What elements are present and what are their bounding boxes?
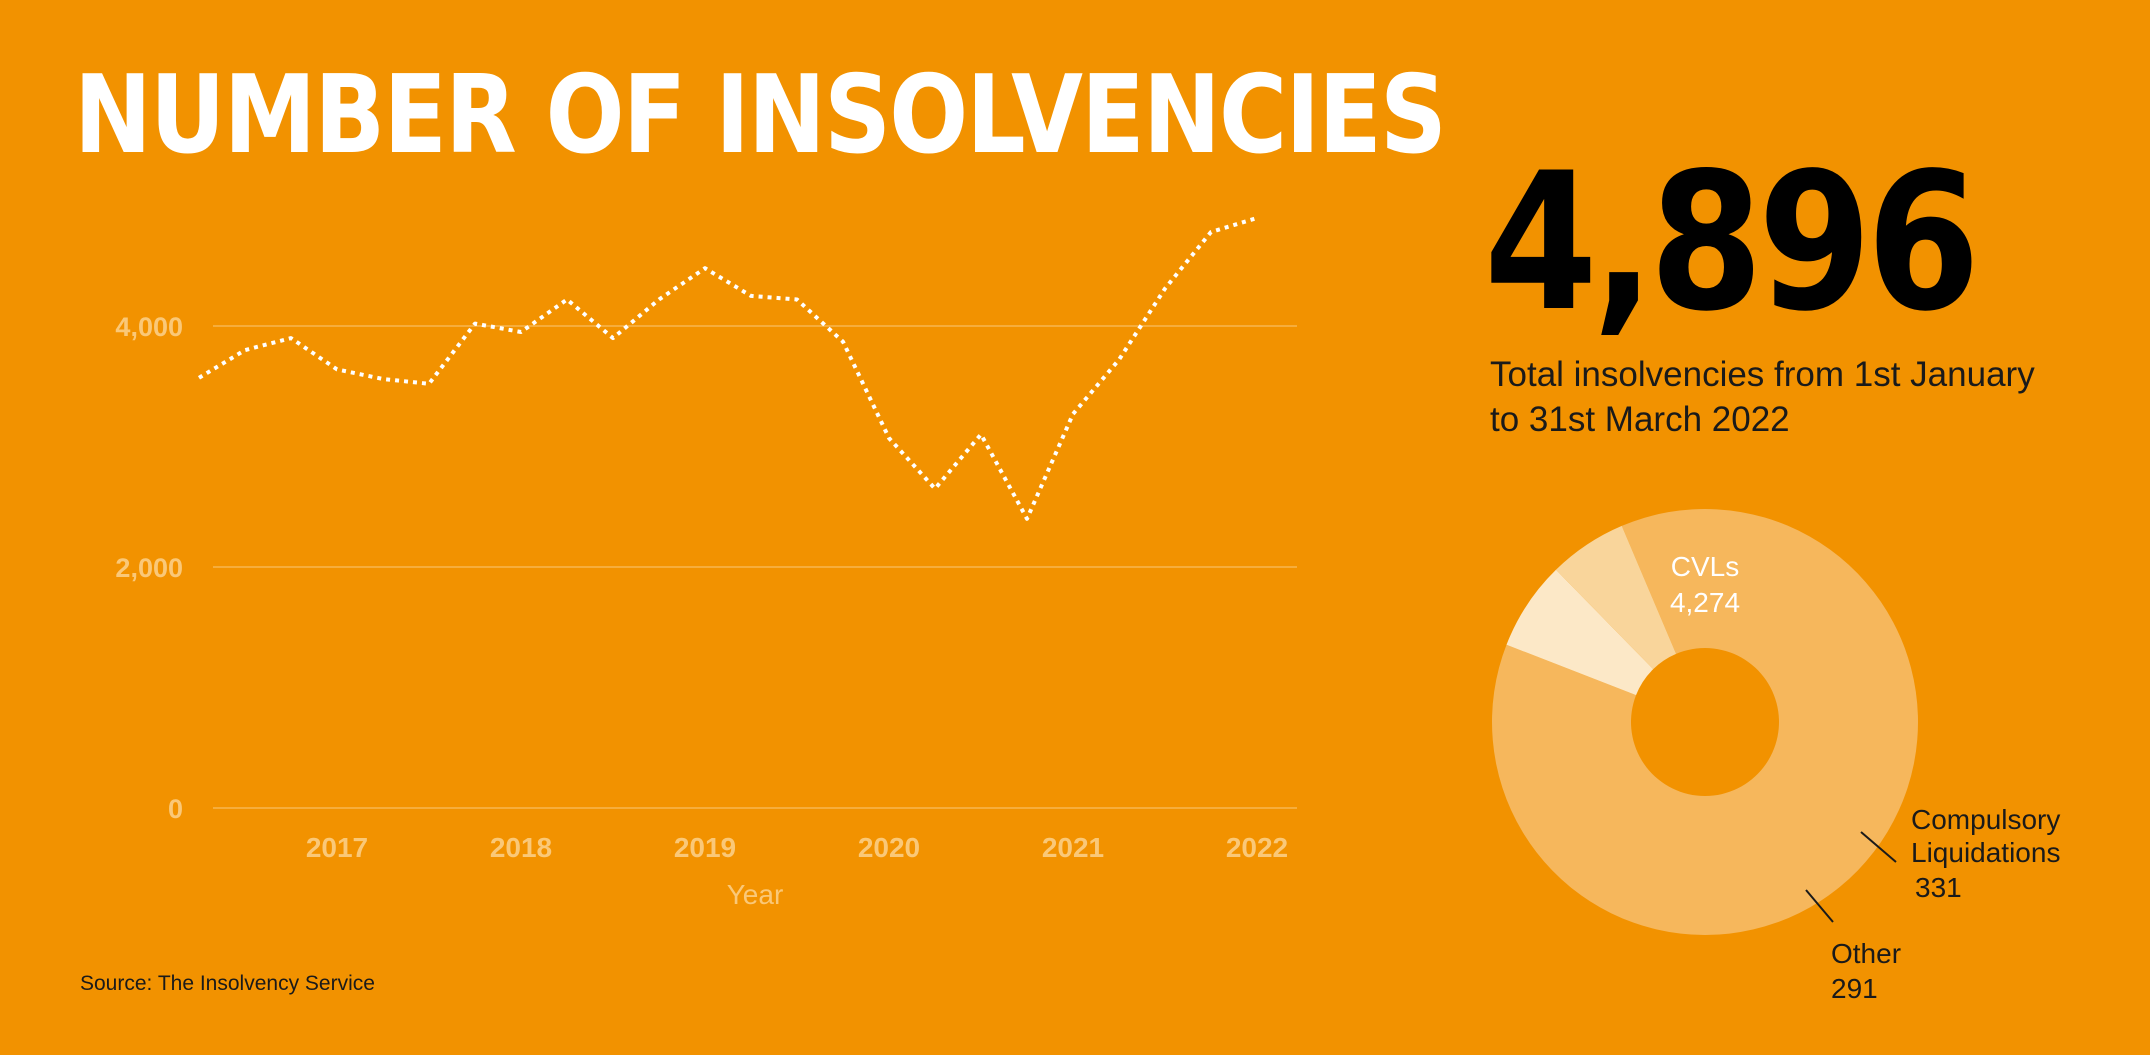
total-insolvencies-value: 4,896 bbox=[1484, 132, 1980, 353]
compulsory-label-line1: Compulsory bbox=[1911, 804, 2060, 835]
other-label: Other bbox=[1831, 938, 1901, 969]
x-tick-label: 2022 bbox=[1226, 832, 1288, 863]
compulsory-leader-line bbox=[1860, 831, 1897, 863]
x-tick-label: 2021 bbox=[1042, 832, 1104, 863]
other-leader-line bbox=[1805, 889, 1834, 923]
source-note: Source: The Insolvency Service bbox=[80, 972, 375, 995]
x-axis-label: Year bbox=[727, 879, 784, 910]
y-tick-label: 0 bbox=[168, 794, 183, 824]
caption-line-1: Total insolvencies from 1st January bbox=[1490, 355, 2035, 394]
y-tick-label: 2,000 bbox=[115, 553, 183, 583]
x-tick-label: 2018 bbox=[490, 832, 552, 863]
x-tick-label: 2017 bbox=[306, 832, 368, 863]
compulsory-label-line2: Liquidations bbox=[1911, 837, 2060, 868]
compulsory-value: 331 bbox=[1915, 872, 1962, 903]
caption-line-2: to 31st March 2022 bbox=[1490, 400, 1790, 439]
total-insolvencies-caption: Total insolvencies from 1st January to 3… bbox=[1490, 352, 2090, 442]
insolvencies-series-line bbox=[197, 216, 1258, 521]
x-tick-label: 2019 bbox=[674, 832, 736, 863]
x-tick-label: 2020 bbox=[858, 832, 920, 863]
donut-slice-cvls bbox=[1492, 509, 1919, 936]
donut-slice-compulsory-liquidations bbox=[1506, 569, 1654, 696]
donut-slice-other bbox=[1555, 525, 1677, 670]
cvls-value: 4,274 bbox=[1670, 587, 1740, 618]
cvls-label: CVLs bbox=[1671, 551, 1739, 582]
y-tick-label: 4,000 bbox=[115, 312, 183, 342]
page-title: NUMBER OF INSOLVENCIES bbox=[74, 53, 1447, 178]
other-value: 291 bbox=[1831, 973, 1878, 1004]
